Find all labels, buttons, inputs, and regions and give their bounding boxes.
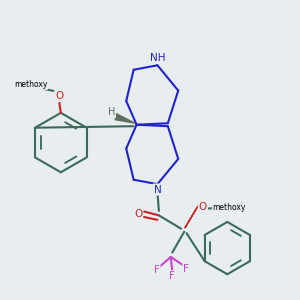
Polygon shape: [185, 206, 198, 228]
Text: O: O: [199, 202, 207, 212]
Text: O: O: [55, 91, 64, 101]
Text: N: N: [154, 184, 161, 194]
Text: F: F: [154, 266, 160, 275]
Text: H: H: [108, 107, 115, 117]
Text: F: F: [169, 271, 175, 281]
Text: methoxy: methoxy: [14, 80, 47, 89]
Text: O: O: [134, 209, 142, 219]
Text: methoxy: methoxy: [213, 203, 246, 212]
Polygon shape: [115, 113, 135, 123]
Text: NH: NH: [150, 53, 165, 63]
Text: F: F: [183, 264, 189, 274]
